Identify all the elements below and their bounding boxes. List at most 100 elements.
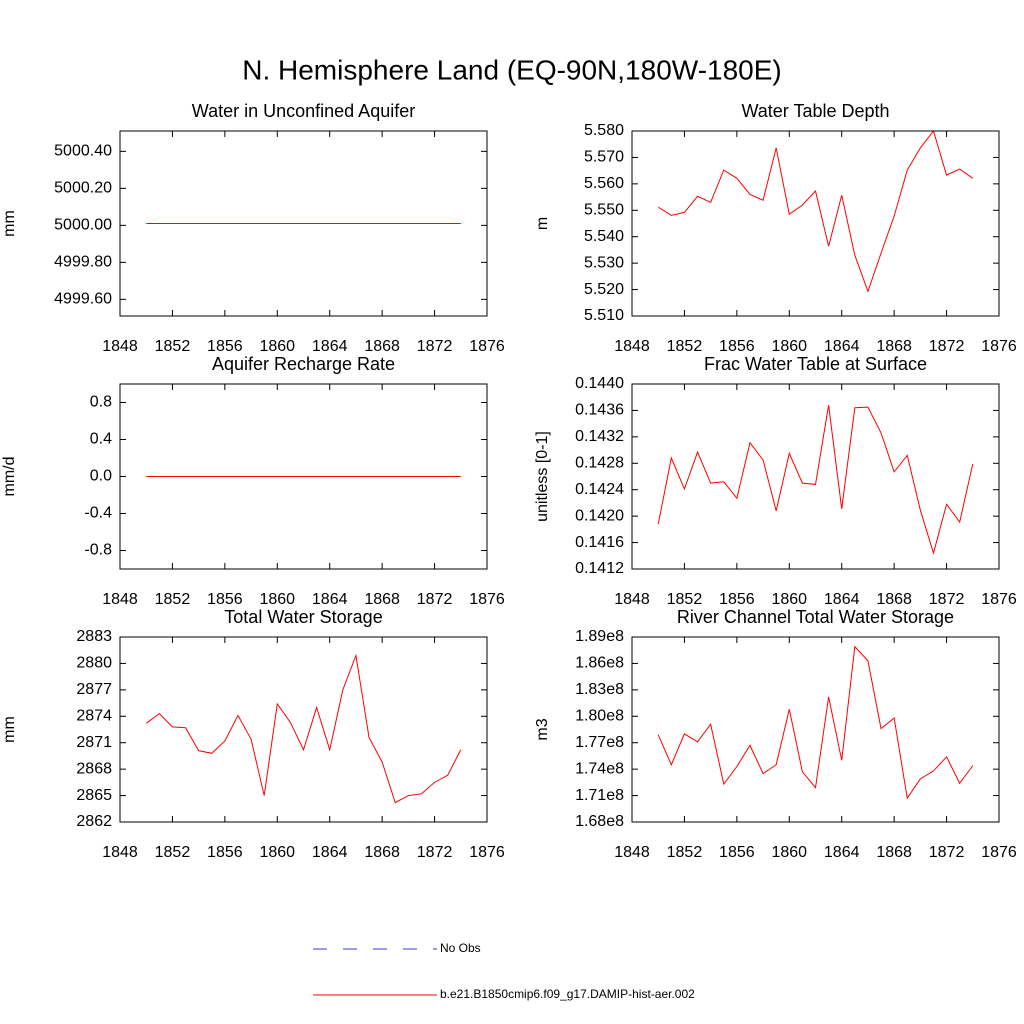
y-tick-label: 4999.80 bbox=[54, 254, 112, 271]
x-tick-label: 1852 bbox=[155, 844, 191, 861]
x-tick-label: 1876 bbox=[981, 591, 1017, 608]
x-tick-label: 1856 bbox=[719, 591, 755, 608]
y-tick-label: 5.580 bbox=[584, 122, 624, 139]
plot-frame bbox=[631, 383, 1000, 570]
y-tick-label: 2865 bbox=[76, 787, 112, 804]
x-tick-label: 1856 bbox=[207, 591, 243, 608]
x-tick-label: 1860 bbox=[771, 338, 807, 355]
x-tick-label: 1864 bbox=[824, 338, 860, 355]
y-tick-label: 2874 bbox=[76, 708, 112, 725]
y-tick-label: 5.530 bbox=[584, 254, 624, 271]
y-tick-label: -0.8 bbox=[84, 542, 112, 559]
x-tick-label: 1864 bbox=[824, 591, 860, 608]
x-tick-label: 1876 bbox=[981, 844, 1017, 861]
y-tick-label: 1.80e8 bbox=[575, 708, 624, 725]
y-axis-label: unitless [0-1] bbox=[534, 431, 551, 522]
y-tick-label: 2868 bbox=[76, 760, 112, 777]
x-tick-label: 1868 bbox=[364, 591, 400, 608]
x-tick-label: 1856 bbox=[719, 844, 755, 861]
y-tick-label: 0.1428 bbox=[575, 455, 624, 472]
x-tick-label: 1868 bbox=[876, 591, 912, 608]
x-tick-label: 1856 bbox=[719, 338, 755, 355]
y-tick-label: 0.1412 bbox=[575, 560, 624, 577]
x-tick-label: 1868 bbox=[876, 338, 912, 355]
x-tick-label: 1876 bbox=[469, 338, 505, 355]
y-tick-label: 5000.40 bbox=[54, 143, 112, 160]
y-tick-label: 0.0 bbox=[90, 468, 112, 485]
x-tick-label: 1856 bbox=[207, 338, 243, 355]
y-tick-label: 0.1436 bbox=[575, 402, 624, 419]
y-tick-label: 2877 bbox=[76, 681, 112, 698]
x-tick-label: 1848 bbox=[102, 338, 138, 355]
x-tick-label: 1852 bbox=[667, 844, 703, 861]
panel-title: Aquifer Recharge Rate bbox=[212, 354, 395, 374]
x-tick-label: 1872 bbox=[929, 844, 965, 861]
panel-title: River Channel Total Water Storage bbox=[677, 607, 954, 627]
x-tick-label: 1876 bbox=[469, 844, 505, 861]
panel-title: Water in Unconfined Aquifer bbox=[192, 101, 415, 121]
plot-frame bbox=[631, 636, 1000, 823]
data-line bbox=[657, 405, 974, 555]
legend-label: No Obs bbox=[440, 941, 481, 955]
y-tick-label: 0.1416 bbox=[575, 534, 624, 551]
x-tick-label: 1872 bbox=[417, 338, 453, 355]
y-tick-label: 1.83e8 bbox=[575, 681, 624, 698]
x-tick-label: 1860 bbox=[259, 591, 295, 608]
data-line bbox=[657, 645, 974, 800]
y-tick-label: 1.77e8 bbox=[575, 734, 624, 751]
panel-title: Total Water Storage bbox=[224, 607, 382, 627]
data-line bbox=[145, 653, 462, 804]
y-tick-label: 5000.00 bbox=[54, 217, 112, 234]
data-line bbox=[657, 129, 974, 293]
y-tick-label: 5000.20 bbox=[54, 180, 112, 197]
x-tick-label: 1860 bbox=[259, 844, 295, 861]
panel-title: Frac Water Table at Surface bbox=[704, 354, 927, 374]
y-tick-label: 1.71e8 bbox=[575, 787, 624, 804]
y-tick-label: 0.1432 bbox=[575, 428, 624, 445]
x-tick-label: 1852 bbox=[155, 591, 191, 608]
y-tick-label: 5.510 bbox=[584, 307, 624, 324]
x-tick-label: 1848 bbox=[102, 591, 138, 608]
x-tick-label: 1848 bbox=[614, 338, 650, 355]
y-axis-label: m3 bbox=[534, 718, 551, 740]
plot-frame bbox=[119, 130, 488, 317]
x-tick-label: 1868 bbox=[876, 844, 912, 861]
y-tick-label: 0.4 bbox=[90, 431, 112, 448]
x-tick-label: 1856 bbox=[207, 844, 243, 861]
y-tick-label: 4999.60 bbox=[54, 291, 112, 308]
plot-frame bbox=[119, 636, 488, 823]
y-tick-label: -0.4 bbox=[84, 505, 112, 522]
x-tick-label: 1872 bbox=[929, 591, 965, 608]
x-tick-label: 1876 bbox=[469, 591, 505, 608]
legend-label: b.e21.B1850cmip6.f09_g17.DAMIP-hist-aer.… bbox=[440, 987, 695, 1001]
x-tick-label: 1860 bbox=[259, 338, 295, 355]
y-tick-label: 0.8 bbox=[90, 394, 112, 411]
x-tick-label: 1852 bbox=[667, 591, 703, 608]
x-tick-label: 1864 bbox=[312, 338, 348, 355]
y-tick-label: 1.68e8 bbox=[575, 813, 624, 830]
x-tick-label: 1876 bbox=[981, 338, 1017, 355]
x-tick-label: 1860 bbox=[771, 844, 807, 861]
x-tick-label: 1872 bbox=[417, 591, 453, 608]
x-tick-label: 1864 bbox=[824, 844, 860, 861]
y-tick-label: 0.1424 bbox=[575, 481, 624, 498]
y-tick-label: 5.520 bbox=[584, 281, 624, 298]
y-axis-label: mm bbox=[1, 716, 18, 743]
panel-title: Water Table Depth bbox=[741, 101, 889, 121]
x-tick-label: 1864 bbox=[312, 844, 348, 861]
x-tick-label: 1868 bbox=[364, 338, 400, 355]
x-tick-label: 1848 bbox=[614, 844, 650, 861]
y-tick-label: 1.89e8 bbox=[575, 628, 624, 645]
plot-frame bbox=[631, 130, 1000, 317]
y-tick-label: 0.1440 bbox=[575, 375, 624, 392]
x-tick-label: 1860 bbox=[771, 591, 807, 608]
y-tick-label: 1.74e8 bbox=[575, 760, 624, 777]
y-tick-label: 2871 bbox=[76, 734, 112, 751]
x-tick-label: 1872 bbox=[417, 844, 453, 861]
y-tick-label: 5.570 bbox=[584, 149, 624, 166]
y-tick-label: 2862 bbox=[76, 813, 112, 830]
x-tick-label: 1864 bbox=[312, 591, 348, 608]
x-tick-label: 1868 bbox=[364, 844, 400, 861]
y-axis-label: m bbox=[534, 217, 551, 230]
